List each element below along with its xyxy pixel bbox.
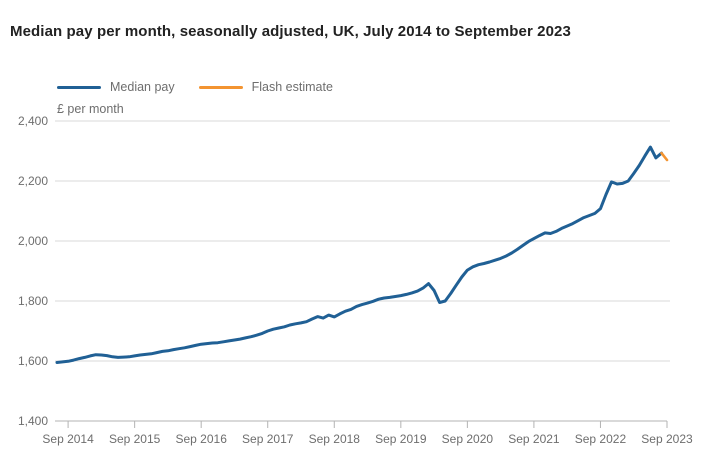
x-axis-tick-label: Sep 2015	[109, 432, 161, 446]
x-axis-tick-label: Sep 2019	[375, 432, 427, 446]
page-title: Median pay per month, seasonally adjuste…	[10, 23, 571, 41]
y-axis-unit-label: £ per month	[57, 102, 124, 116]
flash-estimate-swatch-icon	[198, 85, 243, 89]
legend-label-flash-estimate: Flash estimate	[251, 80, 333, 94]
y-axis-tick-label: 1,800	[18, 294, 48, 308]
legend-item-flash-estimate: Flash estimate	[198, 80, 333, 94]
gridlines-group	[55, 120, 670, 422]
legend-item-median-pay: Median pay	[57, 80, 175, 94]
x-axis-tick-label: Sep 2021	[508, 432, 560, 446]
y-axis-tick-label: 2,400	[18, 114, 48, 128]
x-axis-tick-label: Sep 2022	[575, 432, 627, 446]
y-axis-tick-label: 1,600	[18, 354, 48, 368]
x-axis-tick-label: Sep 2018	[309, 432, 361, 446]
x-axis-group: Sep 2014 Sep 2015 Sep 2016 Sep 2017 Sep 2018…	[42, 421, 693, 446]
x-axis-tick-label: Sep 2020	[442, 432, 494, 446]
y-axis-tick-label: 2,200	[18, 174, 48, 188]
y-axis-tick-label: 2,000	[18, 234, 48, 248]
median-pay-line	[55, 145, 663, 364]
x-axis-tick-label: Sep 2017	[242, 432, 294, 446]
flash-estimate-line	[660, 151, 669, 162]
series-group	[55, 145, 669, 364]
legend-label-median-pay: Median pay	[110, 80, 175, 94]
chart-legend: Median pay Flash estimate	[57, 78, 333, 96]
y-axis-labels-group: 2,400 2,200 2,000 1,800 1,600 1,400	[18, 114, 48, 428]
y-axis-tick-label: 1,400	[18, 414, 48, 428]
x-axis-tick-label: Sep 2014	[42, 432, 94, 446]
median-pay-swatch-icon	[57, 85, 101, 89]
x-axis-tick-label: Sep 2016	[175, 432, 227, 446]
x-axis-tick-label: Sep 2023	[641, 432, 693, 446]
